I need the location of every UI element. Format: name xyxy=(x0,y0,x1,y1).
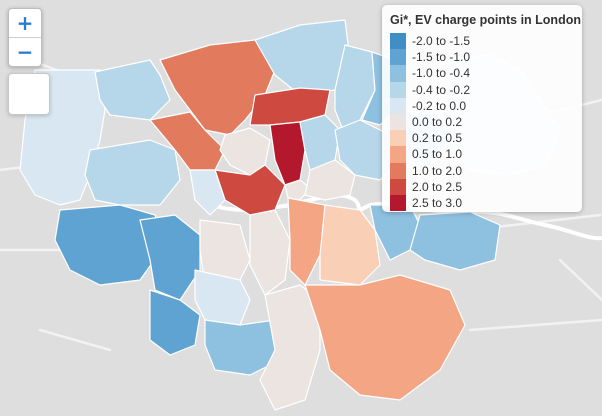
legend-item: 0.5 to 1.0 xyxy=(390,146,574,163)
borough-sutton[interactable] xyxy=(204,319,281,376)
legend-label: 0.0 to 0.2 xyxy=(412,115,463,130)
borough-barnet[interactable] xyxy=(159,39,276,136)
legend-label: -1.0 to -0.4 xyxy=(412,66,471,81)
legend-label: 0.5 to 1.0 xyxy=(412,147,463,162)
legend-label: -0.4 to -0.2 xyxy=(412,82,471,97)
borough-richmond[interactable] xyxy=(139,214,201,301)
legend-swatch xyxy=(390,178,406,195)
borough-brent[interactable] xyxy=(149,111,226,171)
legend-swatch xyxy=(390,130,406,147)
zoom-in-button[interactable]: + xyxy=(16,11,34,35)
legend-item: -0.4 to -0.2 xyxy=(390,81,574,98)
legend-item: 0.2 to 0.5 xyxy=(390,130,574,147)
borough-ealing[interactable] xyxy=(84,139,181,206)
legend-item: -0.2 to 0.0 xyxy=(390,97,574,114)
legend-swatch xyxy=(390,81,406,98)
borough-harrow[interactable] xyxy=(94,59,171,121)
legend-label: -1.5 to -1.0 xyxy=(412,50,471,65)
legend-label: -0.2 to 0.0 xyxy=(412,98,467,113)
legend-title: Gi*, EV charge points in London xyxy=(390,13,581,27)
legend-swatch xyxy=(390,65,406,82)
legend-label: 2.0 to 2.5 xyxy=(412,179,463,194)
legend-swatch xyxy=(390,113,406,131)
zoom-out-button[interactable]: − xyxy=(9,37,41,66)
borough-tower-hamlets[interactable] xyxy=(304,159,356,201)
legend-swatch xyxy=(390,162,406,179)
legend-item: 2.0 to 2.5 xyxy=(390,178,574,195)
borough-westminster[interactable] xyxy=(214,164,286,216)
legend-label: 1.0 to 2.0 xyxy=(412,163,463,178)
legend-item: 0.0 to 0.2 xyxy=(390,113,574,131)
legend-label: 2.5 to 3.0 xyxy=(412,195,463,210)
map-control-placeholder[interactable] xyxy=(8,73,50,115)
map-legend: Gi*, EV charge points in London -2.0 to … xyxy=(382,5,582,212)
legend-item: -1.0 to -0.4 xyxy=(390,65,574,82)
borough-kingston[interactable] xyxy=(149,289,201,356)
legend-swatch xyxy=(390,33,406,50)
legend-items: -2.0 to -1.5 -1.5 to -1.0 -1.0 to -0.4 -0.4… xyxy=(390,33,574,212)
legend-item: -1.5 to -1.0 xyxy=(390,49,574,66)
legend-label: 0.2 to 0.5 xyxy=(412,131,463,146)
legend-item: 1.0 to 2.0 xyxy=(390,162,574,179)
legend-swatch xyxy=(390,49,406,66)
borough-lewisham[interactable] xyxy=(319,204,381,286)
borough-lambeth[interactable] xyxy=(249,209,291,296)
borough-bromley[interactable] xyxy=(304,274,466,401)
borough-hounslow[interactable] xyxy=(54,204,166,286)
legend-swatch xyxy=(390,146,406,163)
zoom-control: + − xyxy=(8,8,42,67)
legend-swatch xyxy=(390,97,406,114)
borough-bexley[interactable] xyxy=(409,211,501,271)
legend-item: -2.0 to -1.5 xyxy=(390,33,574,50)
legend-swatch xyxy=(390,194,406,212)
legend-label: -2.0 to -1.5 xyxy=(412,34,471,49)
borough-kensington[interactable] xyxy=(189,169,226,216)
legend-item: 2.5 to 3.0 xyxy=(390,194,574,212)
